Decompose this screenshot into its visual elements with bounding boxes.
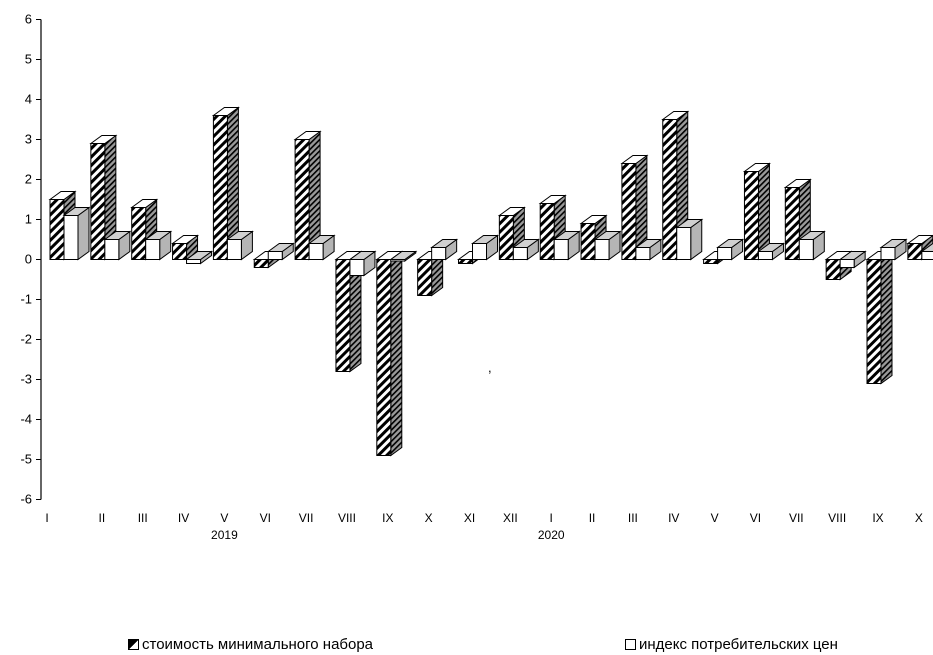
- category-label: I: [45, 511, 48, 525]
- bar-cpi: [470, 234, 500, 261]
- bar-cpi: [756, 242, 785, 261]
- bar-cpi: [879, 238, 908, 261]
- y-tick-label: -3: [20, 372, 32, 387]
- y-tick-label: 6: [25, 12, 32, 27]
- bar-min-set: [334, 250, 363, 373]
- category-label: I: [550, 511, 553, 525]
- category-label: IX: [872, 511, 883, 525]
- category-labels: I II III IV V VI VII VIII IX X XI XII I II III IV V VI VII…: [45, 511, 923, 542]
- y-tick-label: 1: [25, 212, 32, 227]
- bar-cpi: [797, 230, 826, 261]
- legend-label-cpi: индекс потребительских цен: [639, 636, 838, 653]
- bar-cpi: [430, 238, 459, 261]
- year-label: 2020: [538, 528, 565, 542]
- bar-cpi: [675, 218, 704, 261]
- category-label: III: [628, 511, 638, 525]
- y-tick-label: 3: [25, 132, 32, 147]
- y-tick-label: 5: [25, 52, 32, 67]
- category-label: IV: [668, 511, 679, 525]
- legend-swatch-cpi: [625, 639, 636, 650]
- category-label: X: [915, 511, 923, 525]
- y-tick-label: 4: [25, 92, 32, 107]
- category-label: VIII: [828, 511, 846, 525]
- category-label: V: [711, 511, 719, 525]
- category-label: VIII: [338, 511, 356, 525]
- y-tick-label: -5: [20, 452, 32, 467]
- bar-cpi: [307, 234, 336, 261]
- bar-cpi: [511, 238, 540, 261]
- category-label: VII: [299, 511, 314, 525]
- bar-min-set: [742, 162, 771, 261]
- bars: [48, 106, 933, 457]
- year-label: 2019: [211, 528, 238, 542]
- bar-min-set: [865, 250, 894, 385]
- bar-min-set: [89, 134, 118, 261]
- bar-cpi: [103, 230, 132, 261]
- y-axis: [36, 19, 42, 500]
- bar-min-set: [620, 154, 649, 261]
- bar-cpi: [225, 230, 254, 261]
- y-tick-label: -2: [20, 332, 32, 347]
- bar-cpi: [185, 250, 214, 265]
- bar-cpi: [144, 230, 173, 261]
- bar-min-set: [375, 250, 404, 457]
- legend-item-min-set: стоимость минимального набора: [128, 636, 373, 653]
- category-label: III: [138, 511, 148, 525]
- bar-cpi: [920, 243, 933, 260]
- category-label: X: [425, 511, 433, 525]
- category-label: VI: [260, 511, 271, 525]
- category-label: V: [220, 511, 228, 525]
- bar-cpi: [266, 242, 295, 261]
- legend-swatch-min-set: [128, 639, 139, 650]
- category-label: II: [99, 511, 106, 525]
- category-label: XII: [503, 511, 518, 525]
- bar-min-set: [171, 234, 200, 261]
- category-label: II: [589, 511, 596, 525]
- bar-cpi: [552, 230, 581, 261]
- category-label: IX: [382, 511, 393, 525]
- bar-cpi: [634, 238, 663, 261]
- bar-cpi: [593, 230, 622, 261]
- y-tick-label: -4: [20, 412, 32, 427]
- category-label: XI: [464, 511, 475, 525]
- bar-min-set: [416, 250, 445, 297]
- bar-cpi: [62, 206, 91, 261]
- legend-label-min-set: стоимость минимального набора: [142, 636, 374, 653]
- chart-annotation: ,: [488, 360, 492, 375]
- bar-min-set: [211, 106, 240, 261]
- y-tick-labels: 6 5 4 3 2 1 0 -1 -2 -3 -4 -5 -6: [20, 12, 32, 507]
- category-label: VII: [789, 511, 804, 525]
- y-tick-label: -1: [20, 292, 32, 307]
- bar-cpi: [389, 250, 418, 262]
- category-label: VI: [750, 511, 761, 525]
- bar-cpi: [348, 250, 377, 277]
- bar-cpi: [838, 250, 867, 269]
- y-tick-label: 2: [25, 172, 32, 187]
- bar-cpi: [716, 238, 745, 261]
- legend-item-cpi: индекс потребительских цен: [625, 636, 838, 653]
- category-label: IV: [178, 511, 189, 525]
- y-tick-label: -6: [20, 492, 32, 507]
- y-tick-label: 0: [25, 252, 32, 267]
